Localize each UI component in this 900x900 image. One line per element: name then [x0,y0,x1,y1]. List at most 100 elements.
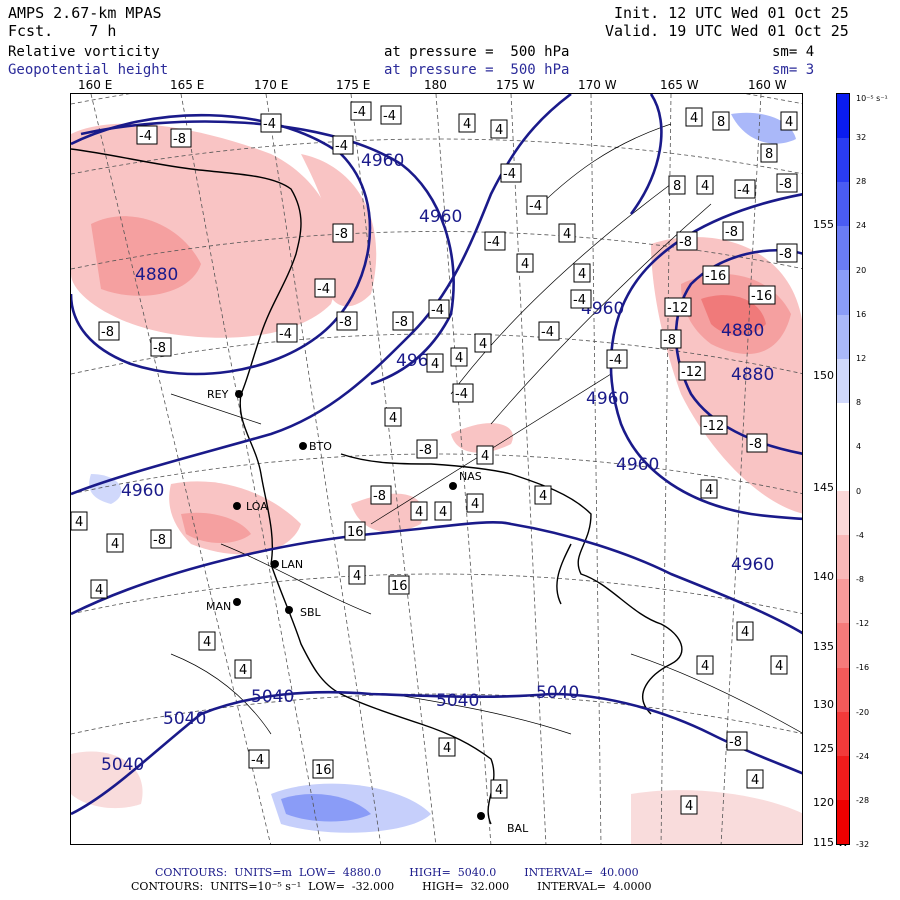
svg-text:4: 4 [701,659,709,674]
vort-label: -8 [150,529,172,549]
colorbar-swatch [837,314,849,359]
vort-label: 4 [696,655,714,675]
station-marker [299,442,307,450]
svg-text:4: 4 [481,449,489,464]
vort-label: -8 [170,128,192,148]
vort-label: -8 [150,337,172,357]
svg-text:4: 4 [389,411,397,426]
vort-label: 16 [388,575,410,595]
svg-text:4: 4 [455,351,463,366]
svg-text:-8: -8 [679,235,692,250]
vort-label: 4 [348,565,366,585]
height-label-4960: 4960 [586,389,629,409]
vort-label: 4 [438,737,456,757]
svg-text:-4: -4 [541,325,554,340]
lon-label: 175 E [336,78,371,92]
vort-label: 4 [780,111,798,131]
vort-label: -12 [664,297,692,317]
height-label-4960: 4960 [121,481,164,501]
colorbar-tick: 16 [856,309,867,319]
vort-label: -4 [248,749,270,769]
vort-label: 4 [696,175,714,195]
svg-text:-4: -4 [139,129,152,144]
svg-text:4: 4 [495,123,503,138]
svg-text:-4: -4 [503,167,516,182]
vort-label: -8 [722,221,744,241]
colorbar-swatch [837,623,849,668]
svg-text:-8: -8 [779,247,792,262]
height-label-4880: 4880 [135,265,178,285]
height-label-5040: 5040 [163,709,206,729]
vort-label: 4 [736,621,754,641]
vort-label: -8 [336,311,358,331]
vort-label: 4 [558,223,576,243]
vort-label: -4 [526,195,548,215]
svg-text:-8: -8 [173,132,186,147]
forecast-hour: Fcst. 7 h [8,22,117,40]
svg-text:4: 4 [751,773,759,788]
vort-label: 16 [312,759,334,779]
svg-text:-8: -8 [373,489,386,504]
footer-vorticity-contours: CONTOURS: UNITS=10⁻⁵ s⁻¹ LOW= -32.000 HI… [131,880,652,893]
colorbar-swatch [837,491,849,536]
vort-label: -8 [676,231,698,251]
vort-label: 4 [680,795,698,815]
colorbar [836,93,850,845]
svg-text:-4: -4 [383,109,396,124]
station-label: SBL [300,606,322,619]
colorbar-swatch [837,579,849,624]
colorbar-tick: -24 [856,751,870,761]
svg-text:4: 4 [203,635,211,650]
station-marker [233,598,241,606]
svg-text:-8: -8 [153,341,166,356]
vort-label: -4 [570,289,592,309]
svg-text:4: 4 [471,497,479,512]
colorbar-tick: -12 [856,619,870,629]
svg-text:-4: -4 [335,139,348,154]
colorbar-swatch [837,270,849,315]
vort-label: -8 [776,243,798,263]
svg-text:-4: -4 [263,117,276,132]
svg-text:-4: -4 [455,387,468,402]
station-label: NAS [459,470,482,483]
svg-text:4: 4 [443,741,451,756]
vort-label: 4 [198,631,216,651]
coastline [71,148,683,825]
svg-text:4: 4 [539,489,547,504]
vort-label: 4 [466,493,484,513]
svg-text:-4: -4 [573,293,586,308]
svg-text:4: 4 [685,799,693,814]
colorbar-swatch [837,667,849,712]
svg-text:-8: -8 [419,443,432,458]
map-panel: 4880 4880 4880 4960 4960 4960 4960 4960 … [70,93,803,845]
svg-text:-4: -4 [529,199,542,214]
vort-label: 4 [384,407,402,427]
vort-label: 4 [476,445,494,465]
height-label-5040: 5040 [251,687,294,707]
svg-text:-8: -8 [729,735,742,750]
svg-text:-8: -8 [335,227,348,242]
svg-text:4: 4 [775,659,783,674]
svg-text:-4: -4 [251,753,264,768]
svg-text:-12: -12 [703,419,724,434]
vort-label: -4 [260,113,282,133]
svg-text:-8: -8 [395,315,408,330]
colorbar-tick: -28 [856,796,870,805]
vort-label: 4 [490,119,508,139]
vort-label: 4 [516,253,534,273]
station-marker [271,560,279,568]
vort-label: -16 [748,285,776,305]
svg-text:4: 4 [563,227,571,242]
svg-text:16: 16 [315,763,332,778]
lon-label: 165 E [170,78,205,92]
vort-label: 4 [426,353,444,373]
svg-text:4: 4 [95,583,103,598]
station-label: LAN [281,558,303,571]
vort-label: -4 [484,231,506,251]
vort-label: -8 [370,485,392,505]
vort-label: 4 [700,479,718,499]
height-labels: 4880 4880 4880 4960 4960 4960 4960 4960 … [101,151,774,775]
svg-text:-8: -8 [725,225,738,240]
colorbar-tick: 4 [856,442,862,452]
vort-label: -4 [380,105,402,125]
